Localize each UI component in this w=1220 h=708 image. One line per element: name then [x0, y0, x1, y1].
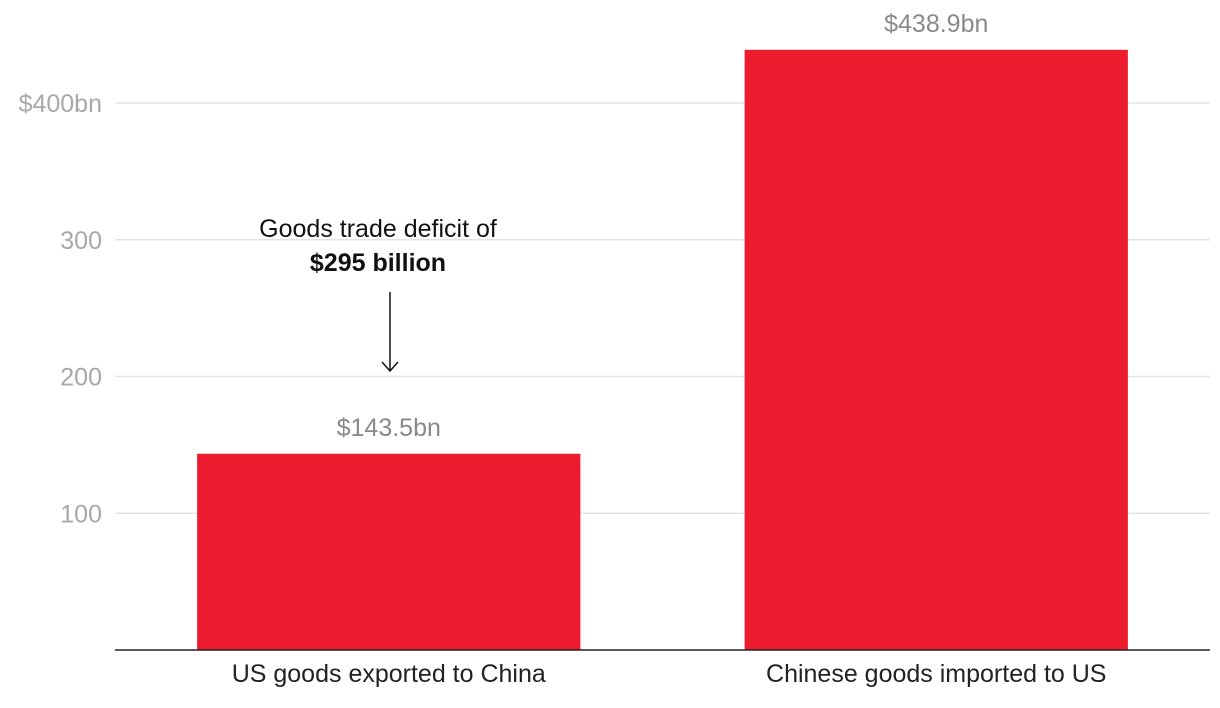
y-tick-label: $400bn [19, 90, 102, 118]
annotation-arrowhead [381, 361, 399, 373]
y-tick-label: 100 [60, 500, 102, 528]
x-axis-tick-labels: US goods exported to China Chinese goods … [232, 660, 1107, 688]
x-tick-label: Chinese goods imported to US [766, 660, 1106, 688]
y-tick-label: 300 [60, 227, 102, 255]
bars [197, 49, 1128, 650]
x-tick-label: US goods exported to China [232, 660, 546, 688]
data-labels: $143.5bn $438.9bn [337, 10, 989, 442]
bar [744, 49, 1128, 650]
y-axis-tick-labels: 100 200 300 $400bn [19, 90, 102, 528]
bar-value-label: $143.5bn [337, 414, 441, 442]
bar [197, 453, 581, 650]
deficit-annotation: Goods trade deficit of $295 billion [259, 215, 497, 373]
annotation-line1: Goods trade deficit of [259, 215, 497, 243]
annotation-line2: $295 billion [310, 249, 446, 277]
bar-value-label: $438.9bn [884, 10, 988, 38]
y-tick-label: 200 [60, 364, 102, 392]
